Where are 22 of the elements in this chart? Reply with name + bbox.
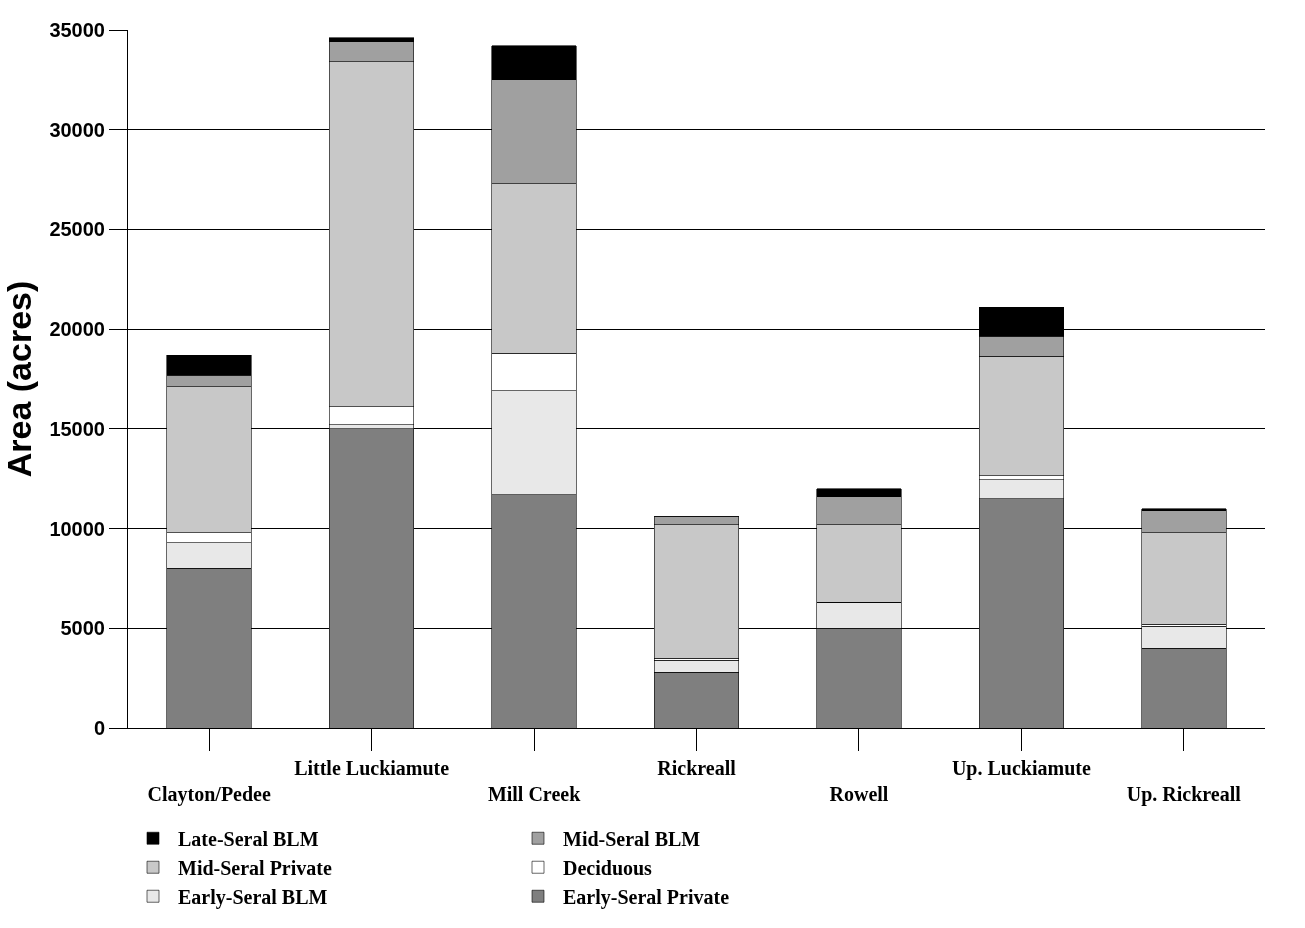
x-tick-label: Up. Rickreall (1126, 783, 1242, 806)
legend-label: Early-Seral Private (563, 886, 730, 910)
y-tick-label: 35000 (49, 19, 105, 41)
legend-label: Mid-Seral Private (178, 857, 332, 880)
y-tick-label: 0 (93, 717, 105, 739)
legend-label: Deciduous (563, 857, 653, 880)
x-tick-label: Rowell (829, 783, 889, 805)
legend-label: Mid-Seral BLM (563, 828, 701, 851)
y-tick-label: 25000 (49, 218, 105, 241)
legend-label: Late-Seral BLM (178, 828, 319, 851)
x-tick-label: Little Luckiamute (294, 757, 450, 779)
x-tick-label: Rickreall (657, 757, 737, 779)
x-tick-label: Up. Luckiamute (951, 757, 1091, 780)
y-tick-label: 20000 (49, 318, 105, 341)
y-tick-label: 5000 (60, 617, 105, 640)
y-axis-title: Area (acres) (0, 280, 38, 478)
x-tick-label: Clayton/Pedee (147, 783, 271, 806)
y-tick-label: 30000 (49, 118, 105, 141)
y-tick-label: 10000 (49, 517, 105, 540)
legend-label: Early-Seral BLM (178, 886, 328, 910)
x-tick-label: Mill Creek (487, 783, 582, 805)
y-tick-label: 15000 (49, 417, 105, 440)
